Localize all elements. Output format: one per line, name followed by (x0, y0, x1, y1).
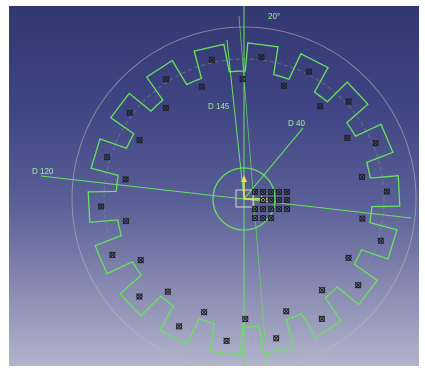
constraint-symbol-icon (316, 102, 324, 110)
constraint-symbol-icon (126, 109, 134, 117)
constraint-symbol-icon (251, 188, 259, 196)
constraint-symbol-icon (345, 254, 352, 262)
constraint-symbol-icon (283, 196, 291, 204)
constraint-symbols (97, 53, 391, 345)
dimension-line-d120[interactable] (40, 175, 412, 219)
sketch-canvas[interactable]: D 145 D 40 D 120 20° (9, 6, 419, 366)
constraint-symbol-icon (267, 188, 275, 196)
gear-tooth-outline[interactable] (87, 42, 401, 356)
constraint-symbol-icon (251, 214, 259, 222)
constraint-symbol-icon (258, 53, 265, 61)
dimension-label-angle[interactable]: 20° (268, 12, 280, 21)
constraint-symbol-icon (280, 82, 288, 90)
constraint-symbol-icon (259, 188, 267, 196)
constraint-symbol-icon (358, 173, 366, 181)
dimension-line-d40[interactable] (243, 127, 304, 200)
constraint-symbol-icon (136, 136, 143, 144)
constraint-symbol-icon (251, 205, 259, 213)
constraint-symbol-icon (198, 83, 206, 91)
constraint-symbol-icon (354, 281, 362, 289)
constraint-symbol-icon (239, 75, 247, 83)
constraint-symbol-icon (275, 196, 283, 204)
constraint-symbol-icon (175, 323, 183, 330)
constraint-symbol-icon (122, 217, 130, 225)
constraint-symbol-icon (377, 237, 385, 245)
dimension-label-d145[interactable]: D 145 (208, 102, 230, 111)
constraint-symbol-icon (122, 176, 129, 183)
constraint-symbol-icon (223, 337, 230, 345)
constraint-symbol-icon (200, 308, 208, 316)
constraint-symbol-icon (267, 214, 275, 222)
constraint-symbol-icon (275, 188, 283, 196)
constraint-symbol-icon (259, 205, 267, 213)
constraint-symbol-icon (109, 251, 116, 259)
constraint-symbol-icon (318, 315, 326, 323)
constraint-symbol-icon (103, 153, 111, 161)
dimension-label-d120[interactable]: D 120 (32, 167, 54, 176)
constraint-symbol-icon (137, 256, 145, 264)
construction-geometry (40, 6, 417, 366)
constraint-symbol-icon (259, 196, 267, 204)
constraint-symbol-icon (372, 139, 379, 147)
constraint-symbol-icon (283, 188, 291, 196)
hub-circle-d40[interactable] (212, 167, 276, 231)
constraint-symbol-icon (259, 214, 267, 222)
constraint-symbol-icon (343, 134, 351, 142)
constraint-symbol-icon (283, 205, 291, 213)
constraint-symbol-icon (345, 98, 352, 105)
dimension-line-d145[interactable] (226, 39, 245, 200)
constraint-symbol-icon (267, 196, 275, 204)
constraint-symbol-icon (241, 315, 249, 323)
constraint-symbol-icon (275, 205, 283, 213)
dimension-label-d40[interactable]: D 40 (288, 119, 305, 128)
constraint-symbol-icon (383, 188, 391, 195)
gear-profile[interactable] (87, 42, 401, 356)
constraint-symbol-icon (162, 75, 170, 83)
constraint-symbol-icon (282, 307, 290, 315)
constraint-symbol-icon (162, 104, 170, 112)
cad-sketch-viewport[interactable]: D 145 D 40 D 120 20° (9, 6, 419, 366)
constraint-symbol-icon (164, 288, 172, 296)
constraint-symbol-icon (267, 205, 275, 213)
constraint-symbol-icon (97, 203, 105, 210)
constraint-symbol-icon (359, 215, 366, 222)
constraint-symbol-icon (305, 68, 313, 75)
constraint-symbol-icon (318, 286, 326, 294)
constraint-symbol-icon (208, 56, 216, 64)
dimension-labels: D 145 D 40 D 120 20° (32, 12, 305, 176)
constraint-symbol-icon (136, 293, 143, 300)
origin-axis-y-arrow-icon (241, 175, 247, 182)
constraint-symbol-icon (272, 334, 280, 342)
